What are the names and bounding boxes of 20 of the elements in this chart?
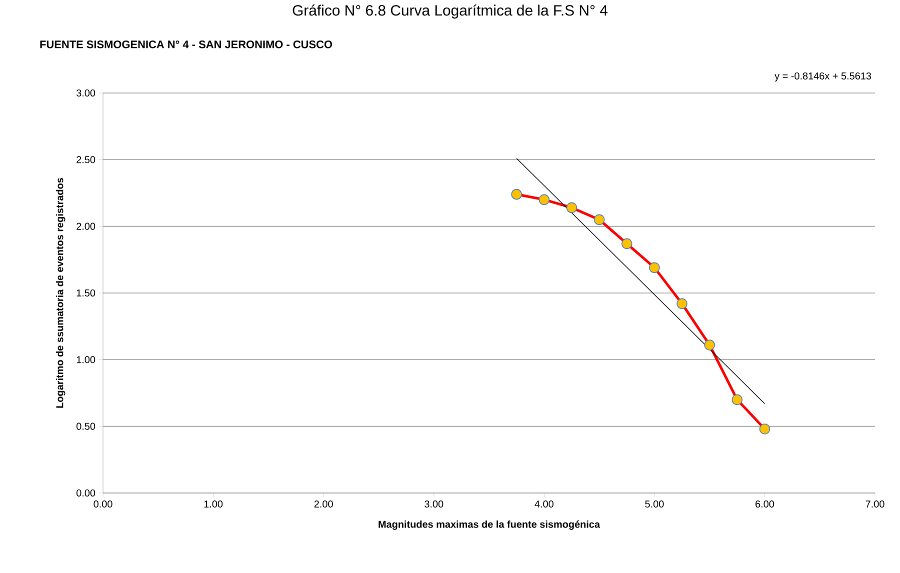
x-axis-title: Magnitudes maximas de la fuente sismogénica [378,520,600,530]
x-tick-label: 7.00 [866,500,884,508]
x-tick-label: 2.00 [314,500,333,508]
x-tick-label: 0.00 [94,500,112,508]
y-axis-title: Logaritmo de ssumatoria de eventos registrados [56,178,66,408]
y-tick-label: 0.00 [76,489,96,497]
x-tick-label: 3.00 [424,500,444,508]
y-tick-label: 3.00 [76,89,96,97]
x-tick-label: 5.00 [645,500,664,508]
y-tick-label: 0.50 [76,422,96,430]
y-tick-label: 1.50 [76,289,96,297]
y-tick-label: 2.00 [76,222,96,230]
y-tick-label: 2.50 [76,156,96,164]
x-tick-label: 1.00 [204,500,223,508]
text: y = -0.8146x + 5.5613 [774,72,872,82]
x-tick-label: 4.00 [534,500,554,508]
chart-subtitle: Gráfico N° 6.8 Curva Logarítmica de la F.S N° 4 [292,4,608,19]
y-tick-label: 1.00 [76,356,96,364]
chart-title: FUENTE SISMOGENICA N° 4 - SAN JERONIMO - CUSCO [40,40,332,48]
x-tick-label: 6.00 [756,500,774,508]
